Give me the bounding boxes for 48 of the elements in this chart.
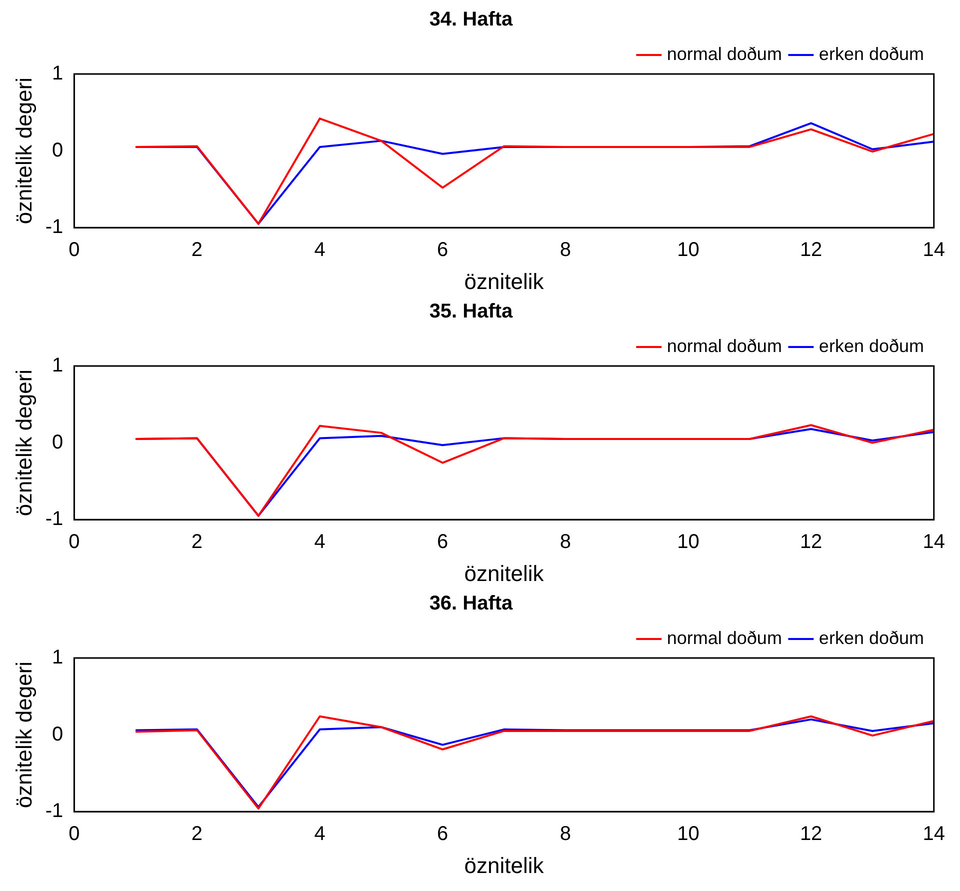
y-tick-label: 1 [52,354,64,377]
x-tick-label: 14 [922,531,945,554]
chart-title: 35. Hafta [429,300,514,323]
y-tick-label: 1 [52,62,64,85]
legend-label: normal doðum [666,44,782,64]
y-tick-label: -1 [45,508,64,530]
x-tick-label: 2 [191,531,203,554]
y-axis-title: öznitelik degeri [11,661,36,808]
legend-label: erken doðum [818,44,924,64]
y-axis-title: öznitelik degeri [11,369,36,516]
x-tick-label: 0 [68,531,80,554]
legend-label: normal doðum [666,336,782,356]
x-tick-label: 10 [677,239,700,262]
x-tick-label: 6 [437,823,448,846]
x-tick-label: 14 [922,823,945,846]
y-tick-label: -1 [45,216,64,238]
y-axis-title: öznitelik degeri [11,77,36,224]
x-tick-label: 10 [677,823,700,846]
legend-label: erken doðum [818,628,924,648]
legend-label: normal doðum [666,628,782,648]
x-axis-title: öznitelik [464,852,545,878]
x-tick-label: 2 [191,239,203,262]
y-tick-label: 0 [52,431,64,454]
x-tick-label: 4 [314,823,326,846]
y-tick-label: 1 [52,646,64,669]
x-tick-label: 8 [560,823,571,846]
x-tick-label: 2 [191,823,203,846]
x-tick-label: 0 [68,823,80,846]
x-axis-title: öznitelik [464,268,545,294]
x-tick-label: 12 [800,531,822,554]
chart-title: 34. Hafta [429,8,514,31]
x-tick-label: 8 [560,531,571,554]
x-tick-label: 0 [68,239,80,262]
y-tick-label: -1 [45,800,64,822]
x-tick-label: 4 [314,239,326,262]
x-tick-label: 6 [437,239,448,262]
x-tick-label: 8 [560,239,571,262]
x-tick-label: 10 [677,531,700,554]
x-tick-label: 12 [800,823,822,846]
y-tick-label: 0 [52,139,64,162]
x-tick-label: 6 [437,531,448,554]
x-tick-label: 14 [922,239,945,262]
y-tick-label: 0 [52,723,64,746]
legend-label: erken doðum [818,336,924,356]
x-axis-title: öznitelik [464,560,545,586]
chart-title: 36. Hafta [429,592,514,615]
x-tick-label: 12 [800,239,822,262]
x-tick-label: 4 [314,531,326,554]
